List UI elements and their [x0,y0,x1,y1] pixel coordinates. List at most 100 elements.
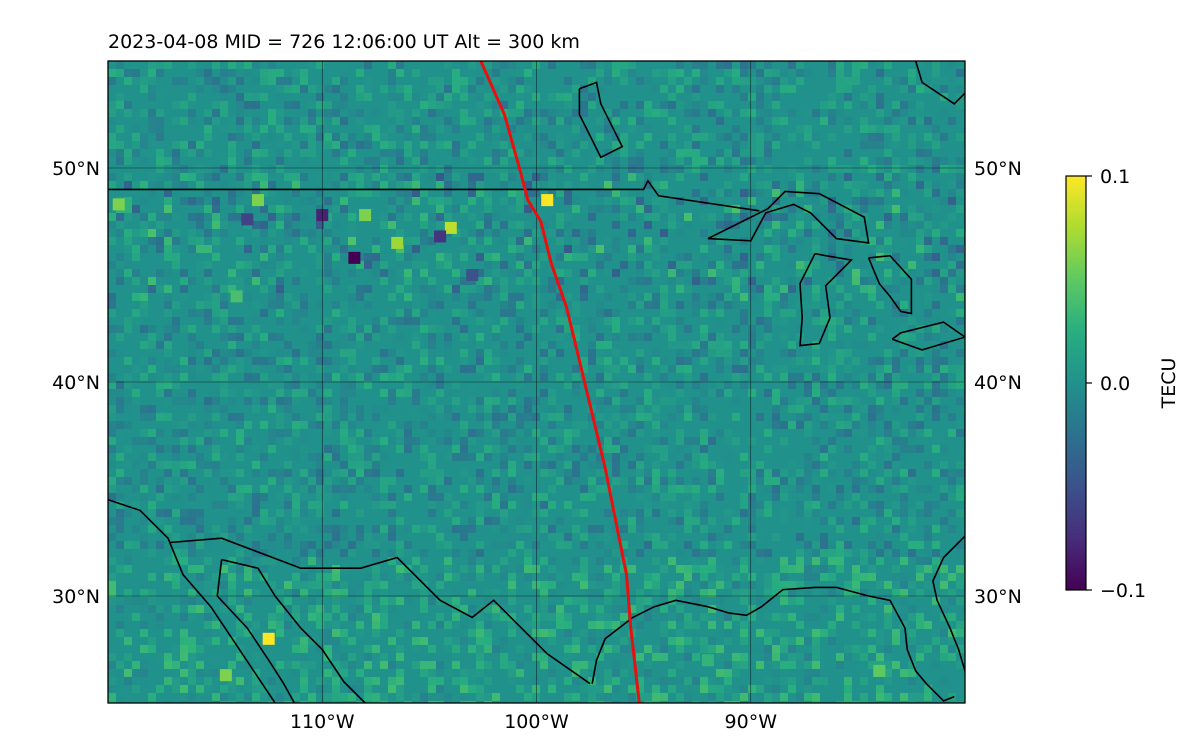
tec-cell [540,541,548,549]
tec-cell [836,341,844,349]
tec-cell [196,141,204,149]
tec-cell [660,165,668,173]
tec-cell [580,277,588,285]
tec-cell [828,501,836,509]
tec-cell [660,645,668,653]
tec-cell [380,533,388,541]
tec-cell [324,269,332,277]
tec-cell [324,373,332,381]
tec-cell [812,341,820,349]
tec-cell [372,525,380,533]
tec-cell [636,77,644,85]
tec-cell [300,645,308,653]
tec-cell [892,405,900,413]
tec-cell [468,77,476,85]
tec-cell [644,109,652,117]
tec-cell [300,701,308,703]
tec-cell [660,501,668,509]
tec-cell [604,237,612,245]
tec-cell [716,429,724,437]
tec-cell [876,637,884,645]
tec-cell [476,133,484,141]
series-line [479,61,641,703]
tec-cell [252,181,260,189]
tec-cell [580,557,588,565]
tec-cell [572,677,580,685]
tec-cell [884,669,892,677]
tec-cell [188,405,196,413]
tec-cell [932,397,940,405]
tec-cell [108,397,116,405]
tec-cell [924,213,932,221]
tec-cell [172,165,180,173]
tec-cell [892,661,900,669]
y-tick-label-left: 30°N [52,586,100,608]
tec-cell [860,517,868,525]
tec-cell [372,701,380,703]
tec-cell [228,333,236,341]
tec-cell [508,677,516,685]
tec-cell [924,189,932,197]
tec-cell [172,213,180,221]
tec-cell [380,221,388,229]
tec-cell [764,237,772,245]
tec-cell [796,181,804,189]
tec-cell [212,349,220,357]
tec-cell [316,173,324,181]
tec-cell [812,357,820,365]
tec-cell [620,613,628,621]
tec-cell [260,253,268,261]
tec-cell [588,285,596,293]
tec-cell [116,149,124,157]
tec-cell [956,69,964,77]
tec-cell [644,445,652,453]
tec-cell [132,485,140,493]
tec-cell [884,349,892,357]
tec-cell [916,269,924,277]
tec-cell [132,501,140,509]
tec-cell [692,309,700,317]
tec-cell [828,325,836,333]
tec-cell [396,157,404,165]
tec-cell [388,165,396,173]
tec-cell [508,477,516,485]
tec-cell [756,101,764,109]
tec-cell [492,501,500,509]
tec-cell [796,141,804,149]
tec-cell [404,253,412,261]
tec-cell [452,453,460,461]
tec-cell [644,181,652,189]
tec-cell [380,141,388,149]
tec-cell [252,541,260,549]
tec-cell [844,229,852,237]
tec-cell [884,509,892,517]
tec-cell [628,405,636,413]
tec-cell [236,109,244,117]
tec-cell [732,157,740,165]
tec-cell [316,333,324,341]
tec-cell [932,165,940,173]
tec-cell [476,365,484,373]
tec-cell [372,661,380,669]
tec-cell [604,445,612,453]
tec-cell [412,693,420,701]
tec-cell [524,133,532,141]
tec-cell [660,181,668,189]
tec-cell [908,469,916,477]
tec-cell [804,373,812,381]
tec-cell [772,117,780,125]
tec-cell [780,397,788,405]
tec-cell [236,701,244,703]
tec-cell [612,309,620,317]
tec-cell [828,437,836,445]
tec-cell [340,653,348,661]
tec-cell [340,389,348,397]
tec-cell [220,109,228,117]
tec-cell [676,277,684,285]
tec-cell [580,453,588,461]
tec-cell [692,69,700,77]
tec-cell [508,173,516,181]
tec-cell [524,549,532,557]
tec-cell [780,309,788,317]
tec-cell [876,693,884,701]
